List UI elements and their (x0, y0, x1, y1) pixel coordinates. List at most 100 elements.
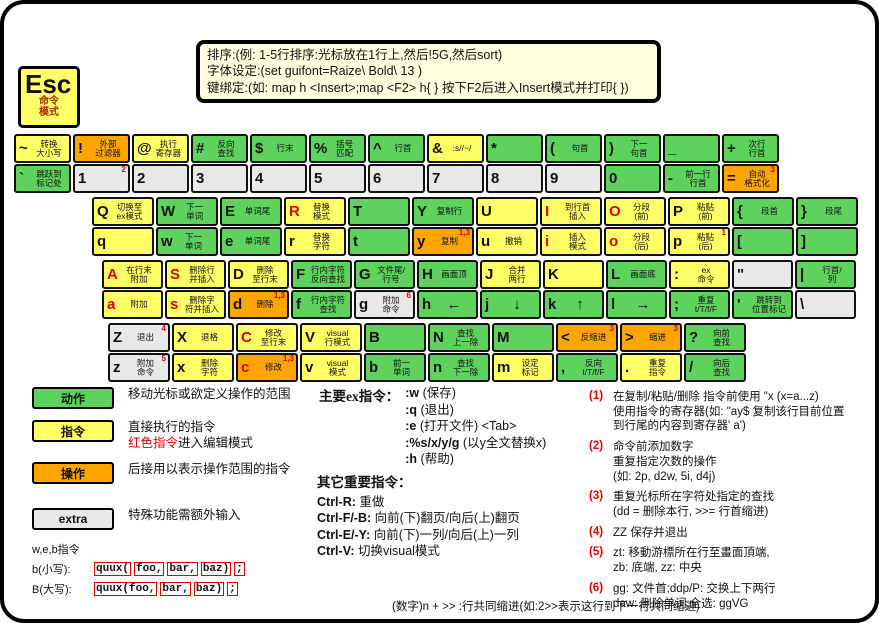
key-char: 5 (314, 170, 323, 187)
key-char: e (225, 233, 234, 250)
key-label: 行内字符 查找 (310, 294, 345, 314)
key-label: 下一 句首 (630, 138, 648, 158)
legend-desc-text: 进入编辑模式 (178, 435, 254, 450)
note-item: (3) 重复光标所在字符处指定的查找 (dd = 删除本行, >>= 行首缩进) (589, 490, 875, 519)
key-char: p (673, 233, 683, 250)
key-Z: Z 退出 4 (108, 323, 170, 352)
command-desc: 切换visual模式 (354, 543, 440, 558)
key-char: t (353, 233, 358, 250)
key-": " (732, 260, 793, 289)
key-char: : (674, 266, 679, 283)
key-pair: (句首 9 (545, 134, 602, 193)
key-char: E (225, 203, 236, 220)
legend-item: 操作 后接用以表示操作范围的指令 (32, 462, 312, 485)
key-char: f (296, 296, 301, 313)
legend-desc-text: 移动光标或欲定义操作的范围 (128, 387, 291, 401)
key-char: R (289, 203, 300, 220)
key-pair: C 修改 至行末 c 修改 1,3 (236, 323, 298, 382)
key-M: M (492, 323, 554, 352)
key-note-ref: 4 (161, 324, 166, 333)
key-!: ! 外部 过滤器 (73, 134, 130, 163)
key-pair: I 到行首 插入 i 插入 模式 (540, 197, 602, 256)
key-]: ] (796, 227, 858, 256)
key-char: Q (97, 203, 109, 220)
key-label: 单词尾 (244, 206, 271, 217)
key-label: 附加 命令 (136, 357, 154, 377)
key-label: 删除字 符并插入 (184, 294, 219, 314)
key-B: B (364, 323, 426, 352)
key-[: [ (732, 227, 794, 256)
key-label: 分段 (后) (632, 231, 650, 251)
key-char: m (497, 359, 511, 376)
web-examples: w,e,b指令 b(小写): quux(foo, bar, baz); B(大写): qu… (32, 541, 248, 601)
key-pair: X 退格 x 删除 字符 (172, 323, 234, 382)
key-X: X 退格 (172, 323, 234, 352)
key-char: 1 (78, 170, 87, 187)
key-char: ] (801, 233, 806, 250)
key-label: 句首 (571, 143, 589, 154)
ex-commands-list: :w (保存):q (退出):e (打开文件) <Tab>:%s/x/y/g (… (405, 385, 546, 468)
key-label: 粘贴 (前) (696, 201, 714, 221)
key-pair: Q 切换至 ex模式 q (92, 197, 154, 256)
key-pair: R 替换 模式 r 替换 字符 (284, 197, 346, 256)
key-char: J (485, 266, 494, 283)
command-desc: 向前(下)翻页/向后(上)翻页 (371, 511, 520, 526)
key-y: y 复制 1,3 (412, 227, 474, 256)
key-W: W 下一 单词 (156, 197, 218, 226)
legend-desc-text: 特殊功能需额外输入 (128, 508, 241, 523)
key-char: Y (417, 203, 428, 220)
key-label: 查找 下一除 (452, 357, 479, 377)
key-pair: D 删除 至行末 d 删除 1,3 (228, 260, 289, 319)
key-F: F 行内字符 反向查找 (291, 260, 352, 289)
key-char: o (609, 233, 619, 250)
key-label: visual 模式 (326, 357, 349, 377)
word-segment: baz) (200, 562, 232, 576)
key-char: $ (255, 140, 264, 157)
note-number: (6) (589, 581, 604, 594)
key-p: p 粘贴 (后) 1 (668, 227, 730, 256)
key-z: z 附加 命令 5 (108, 353, 170, 382)
key-pair: > 缩进 3. 重复 指令 (620, 323, 682, 382)
key-label: 段尾 (824, 206, 842, 217)
key-label: 缩进 (648, 332, 666, 343)
key-label: 在行末 附加 (126, 264, 152, 284)
key-char: F (296, 266, 306, 283)
key-note-ref: 1,3 (273, 291, 285, 300)
word-segment: baz) (193, 582, 225, 596)
command-desc: (退出) (417, 402, 454, 417)
command-line: Ctrl-V: 切换visual模式 (317, 543, 520, 559)
key-char: ? (689, 329, 699, 346)
key-label: 行内字符 反向查找 (310, 264, 345, 284)
key-j: j ↓ (480, 290, 541, 319)
legend-swatch: extra (32, 508, 114, 531)
key-label: 转换 大小写 (36, 138, 62, 158)
word-segment: ; (234, 562, 245, 576)
key-|: | 行首/ 列 (795, 260, 856, 289)
command-name: Ctrl-E/-Y: (317, 527, 371, 542)
key-Q: Q 切换至 ex模式 (92, 197, 154, 226)
key-label: 查找 上一除 (452, 327, 479, 347)
key-k: k ↑ (543, 290, 604, 319)
key-char: y (417, 233, 426, 250)
key-4: 4 (250, 164, 307, 193)
key-note-ref: 1,3 (458, 228, 470, 237)
key-label: ↑ (576, 295, 584, 313)
key-t: t (348, 227, 410, 256)
key->: > 缩进 3 (620, 323, 682, 352)
key-P: P 粘贴 (前) (668, 197, 730, 226)
key-char: N (433, 329, 444, 346)
key-q: q (92, 227, 154, 256)
key-label: 行首/ 列 (822, 264, 842, 284)
key-char: \ (800, 296, 805, 313)
key-O: O 分段 (前) (604, 197, 666, 226)
key-char: Z (113, 329, 123, 346)
key-label: 退出 (136, 332, 154, 343)
key-char: b (369, 359, 379, 376)
key-~: ~ 转换 大小写 (14, 134, 71, 163)
key-a: a 附加 (102, 290, 163, 319)
command-name: Ctrl-V: (317, 543, 355, 558)
key-char: + (727, 140, 736, 157)
key-char: a (107, 296, 116, 313)
legend-desc-text: 红色指令 (128, 435, 179, 450)
